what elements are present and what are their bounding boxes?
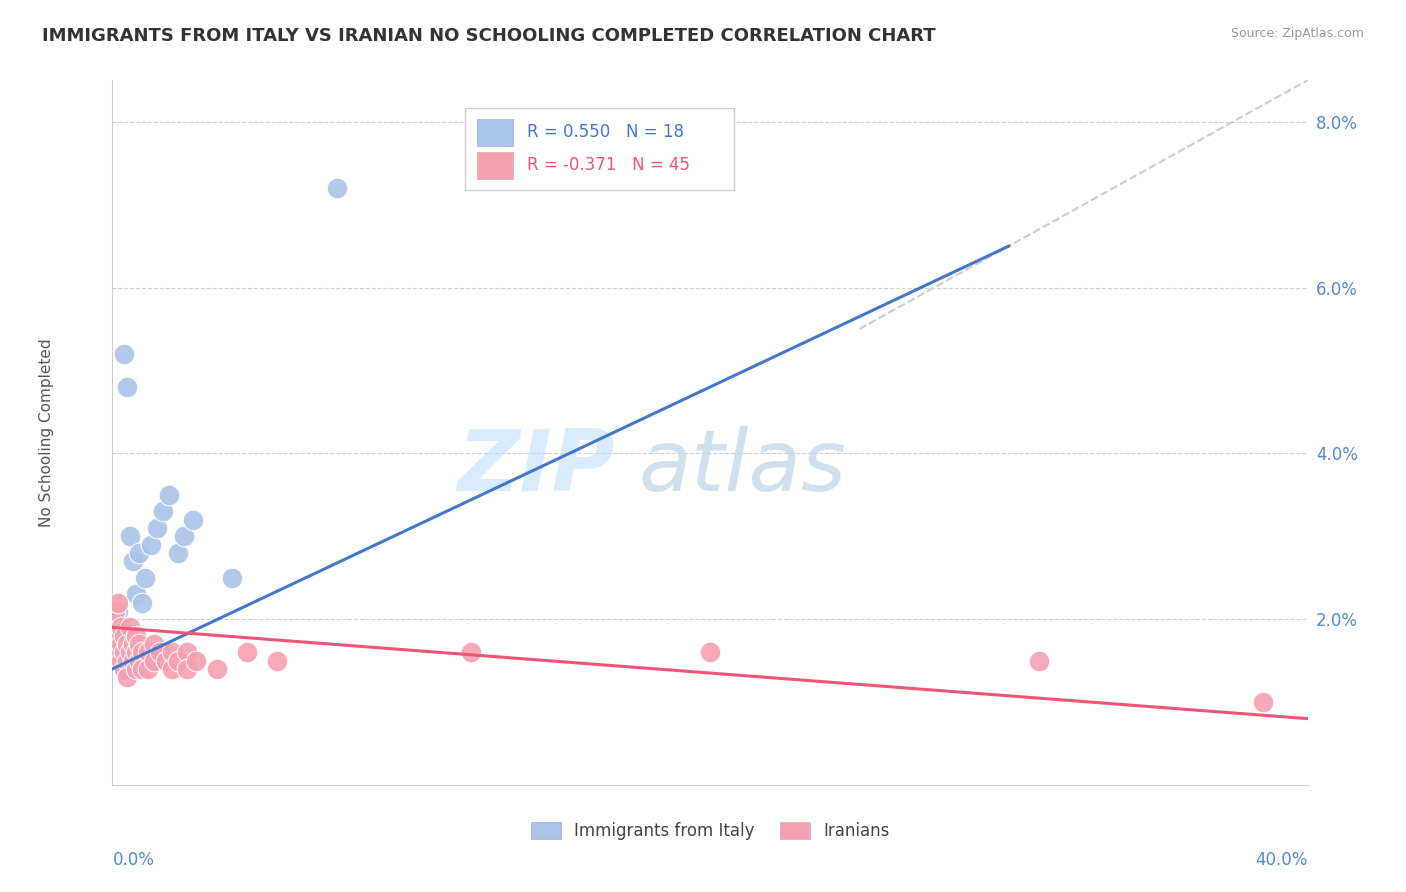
Point	[107, 596, 129, 610]
Point	[122, 654, 145, 668]
Point	[107, 645, 129, 659]
Point	[176, 645, 198, 659]
Point	[1251, 695, 1274, 709]
Point	[149, 645, 172, 659]
Point	[110, 637, 132, 651]
Point	[176, 662, 198, 676]
Point	[131, 662, 153, 676]
Text: R = 0.550   N = 18: R = 0.550 N = 18	[527, 123, 685, 141]
Point	[110, 654, 132, 668]
Point	[138, 645, 160, 659]
Point	[128, 546, 150, 560]
Point	[125, 587, 148, 601]
Point	[114, 662, 135, 676]
Point	[131, 596, 153, 610]
Point	[107, 604, 129, 618]
Point	[162, 662, 183, 676]
Point	[120, 645, 142, 659]
Text: ZIP: ZIP	[457, 426, 614, 509]
Point	[114, 629, 135, 643]
Point	[699, 645, 721, 659]
Point	[114, 347, 135, 361]
Point	[117, 654, 139, 668]
Point	[1028, 654, 1050, 668]
Point	[236, 645, 259, 659]
Point	[221, 571, 243, 585]
Point	[266, 654, 288, 668]
Point	[122, 637, 145, 651]
Point	[325, 181, 347, 195]
Point	[120, 529, 142, 543]
Point	[125, 645, 148, 659]
Text: 40.0%: 40.0%	[1256, 851, 1308, 870]
Point	[167, 654, 190, 668]
Point	[117, 380, 139, 394]
Point	[186, 654, 208, 668]
Point	[152, 504, 174, 518]
Point	[122, 554, 145, 568]
Point	[110, 620, 132, 634]
Point	[181, 513, 204, 527]
Point	[117, 670, 139, 684]
FancyBboxPatch shape	[465, 109, 734, 189]
Text: atlas: atlas	[638, 426, 846, 509]
Point	[157, 488, 180, 502]
Point	[104, 604, 127, 618]
Point	[125, 662, 148, 676]
Text: Source: ZipAtlas.com: Source: ZipAtlas.com	[1230, 27, 1364, 40]
Legend: Immigrants from Italy, Iranians: Immigrants from Italy, Iranians	[524, 815, 896, 847]
Text: No Schooling Completed: No Schooling Completed	[39, 338, 55, 527]
Point	[131, 645, 153, 659]
Text: IMMIGRANTS FROM ITALY VS IRANIAN NO SCHOOLING COMPLETED CORRELATION CHART: IMMIGRANTS FROM ITALY VS IRANIAN NO SCHO…	[42, 27, 936, 45]
Point	[117, 637, 139, 651]
Point	[104, 629, 127, 643]
Point	[120, 620, 142, 634]
Point	[460, 645, 482, 659]
Point	[125, 629, 148, 643]
Bar	[477, 153, 513, 179]
Point	[155, 654, 177, 668]
Point	[205, 662, 228, 676]
Text: 0.0%: 0.0%	[112, 851, 155, 870]
Point	[173, 529, 195, 543]
Point	[141, 537, 163, 551]
Point	[128, 637, 150, 651]
Text: R = -0.371   N = 45: R = -0.371 N = 45	[527, 156, 690, 174]
Point	[167, 546, 190, 560]
Point	[143, 637, 166, 651]
Point	[114, 645, 135, 659]
Point	[107, 629, 129, 643]
Point	[146, 521, 169, 535]
Point	[104, 645, 127, 659]
Bar	[477, 119, 513, 145]
Point	[134, 571, 156, 585]
Point	[143, 654, 166, 668]
Point	[128, 654, 150, 668]
Point	[138, 662, 160, 676]
Point	[162, 645, 183, 659]
